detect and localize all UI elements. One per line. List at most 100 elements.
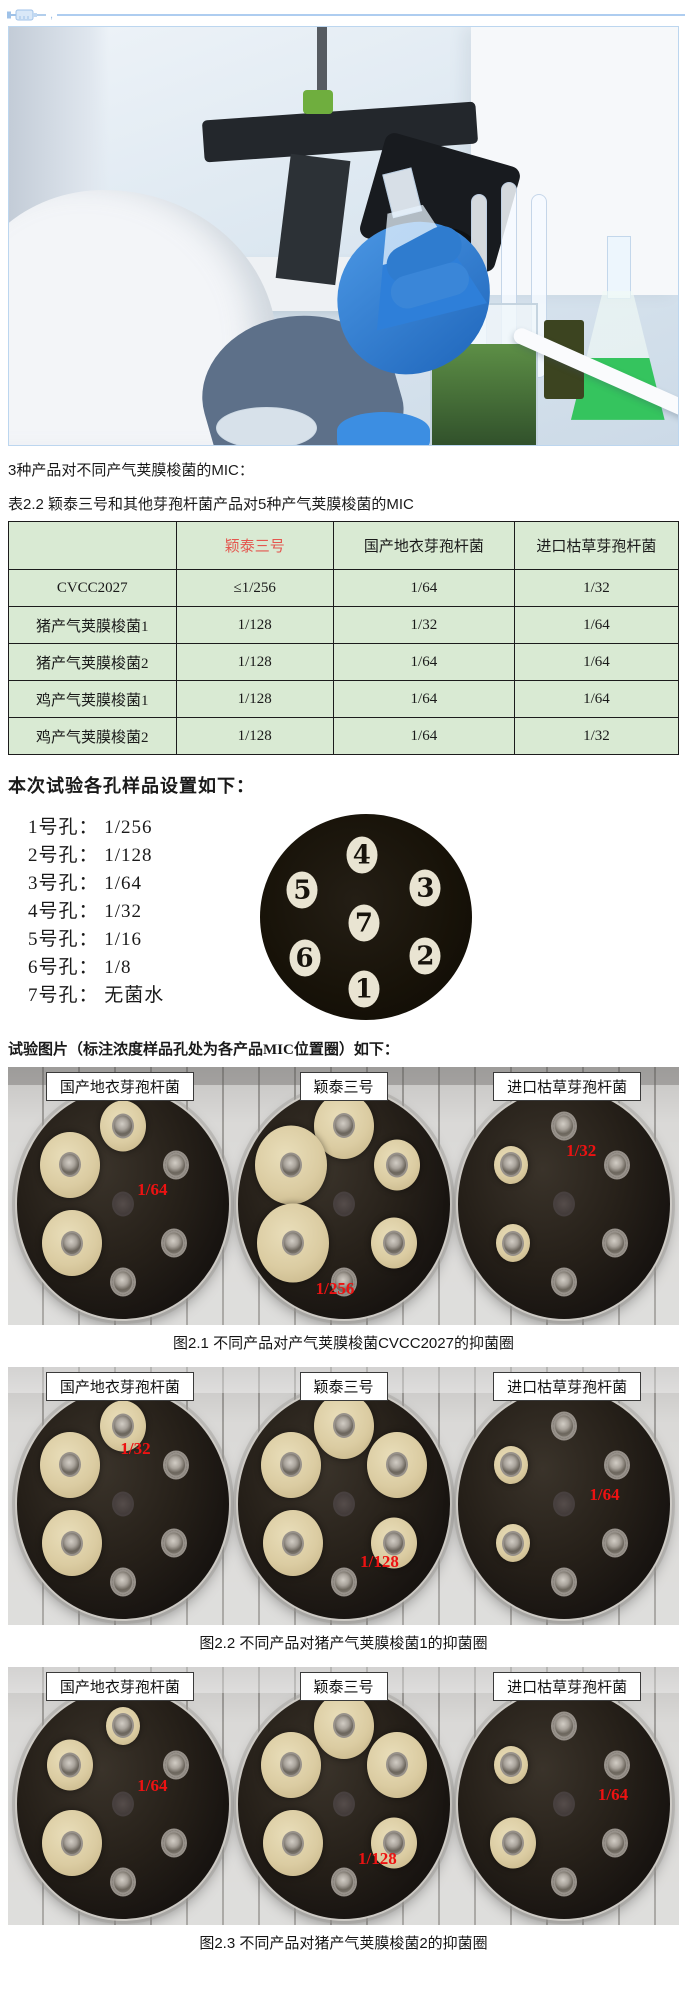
label-cell: 国产地衣芽孢杆菌	[8, 1072, 232, 1101]
label-cell: 国产地衣芽孢杆菌	[8, 1372, 232, 1401]
well-cap	[111, 1869, 134, 1895]
mic-value-cell: 1/64	[513, 680, 680, 718]
mic-value-cell: 1/64	[332, 569, 515, 607]
table-row: 猪产气荚膜梭菌1 1/128 1/32 1/64	[8, 606, 680, 644]
well-h5-zone	[260, 1431, 321, 1498]
figure-2-1: 1/64 1/256 1/32 国产地衣芽孢杆菌 颖泰三号 进口枯草芽孢杆菌 图2.1 不同…	[8, 1067, 679, 1353]
glass-bowl	[216, 407, 317, 445]
well-cap	[500, 1752, 523, 1778]
well-hole-7: 7	[348, 904, 380, 942]
well-hole-4: 4	[346, 836, 378, 874]
well-cap	[162, 1230, 185, 1256]
well-cap	[162, 1530, 185, 1556]
well-hole-2: 2	[409, 937, 441, 975]
well-cap	[281, 1530, 304, 1556]
well-cap	[111, 1191, 134, 1217]
mic-table: 颖泰三号 国产地衣芽孢杆菌 进口枯草芽孢杆菌 CVCC2027 ≤1/256 1/6…	[8, 521, 680, 755]
well-cap	[111, 1413, 134, 1439]
well-h6-zone	[496, 1224, 531, 1263]
table-row: 鸡产气荚膜梭菌2 1/128 1/64 1/32	[8, 717, 680, 755]
well-cap	[111, 1269, 134, 1295]
mic-annotation: 1/64	[589, 1484, 620, 1504]
dish-label-box: 进口枯草芽孢杆菌	[493, 1372, 642, 1401]
well-h6-zone	[41, 1810, 102, 1877]
petri-dish: 1/32	[16, 1389, 229, 1619]
mic-annotation: 1/128	[358, 1849, 397, 1869]
well-cap	[332, 1269, 355, 1295]
well-h7-faint	[111, 1491, 135, 1518]
well-cap	[332, 1869, 355, 1895]
well-cap	[162, 1830, 185, 1856]
well-h2-zone	[371, 1217, 418, 1269]
table-row: CVCC2027 ≤1/256 1/64 1/32	[8, 569, 680, 607]
hole-list-item: 2号孔： 1/128	[28, 845, 153, 866]
top-divider: ,	[0, 0, 687, 26]
syringe-icon	[7, 9, 46, 21]
label-cell: 进口枯草芽孢杆菌	[455, 1072, 679, 1101]
well-cap	[606, 1752, 629, 1778]
well-cap	[111, 1491, 134, 1517]
well-cap	[58, 1452, 81, 1478]
well-h3-cap	[162, 1450, 189, 1480]
well-h7-faint	[332, 1491, 356, 1518]
row-strain-name: 猪产气荚膜梭菌1	[8, 606, 177, 644]
dishes-row: 1/32 1/128 1/64	[8, 1389, 679, 1619]
well-h2-cap	[160, 1228, 187, 1258]
well-h5-zone	[494, 1445, 529, 1484]
figure-2-3: 1/64 1/128 1/64 国产地衣芽孢杆菌 颖泰三号 进口枯草芽孢杆菌 图2.3 不同…	[8, 1667, 679, 1953]
well-cap	[281, 1230, 304, 1256]
well-h2-cap	[602, 1828, 629, 1858]
well-cap	[606, 1452, 629, 1478]
well-hole-5: 5	[286, 871, 318, 909]
dishes-row: 1/64 1/256 1/32	[8, 1089, 679, 1319]
well-cap	[383, 1830, 406, 1856]
well-cap	[385, 1452, 408, 1478]
well-h4-cap	[551, 1111, 578, 1141]
dish-label-box: 国产地衣芽孢杆菌	[45, 1372, 194, 1401]
well-h1-cap	[109, 1267, 136, 1297]
well-h3-cap	[604, 1450, 631, 1480]
mic-annotation: 1/256	[315, 1279, 355, 1299]
well-cap	[502, 1530, 525, 1556]
figures-container: 1/64 1/256 1/32 国产地衣芽孢杆菌 颖泰三号 进口枯草芽孢杆菌 图2.1 不同…	[0, 1067, 687, 1953]
well-h3-zone	[366, 1431, 427, 1498]
well-cap	[553, 1491, 576, 1517]
well-cap	[279, 1752, 302, 1778]
well-cap	[553, 1269, 576, 1295]
mic-value-cell: 1/128	[175, 717, 334, 755]
well-cap	[60, 1530, 83, 1556]
mic-value-cell: 1/32	[513, 569, 680, 607]
mic-value-cell: 1/64	[332, 643, 515, 681]
well-cap	[281, 1830, 304, 1856]
well-h1-cap	[330, 1267, 357, 1297]
well-h3-zone	[366, 1731, 427, 1798]
well-h7-faint	[111, 1191, 135, 1218]
well-h4-cap	[551, 1711, 578, 1741]
well-h1-cap	[330, 1867, 357, 1897]
well-cap	[279, 1452, 302, 1478]
well-cap	[604, 1230, 627, 1256]
well-h3-cap	[162, 1150, 189, 1180]
well-h1-cap	[551, 1867, 578, 1897]
mic-annotation: 1/32	[120, 1438, 151, 1458]
well-h4-zone	[313, 1392, 374, 1459]
well-h5-zone	[46, 1739, 93, 1791]
well-cap	[60, 1230, 83, 1256]
well-h7-faint	[552, 1491, 576, 1518]
well-h3-cap	[604, 1750, 631, 1780]
bench-photo: 1/64 1/256 1/32 国产地衣芽孢杆菌 颖泰三号 进口枯草芽孢杆菌	[8, 1067, 679, 1325]
well-cap	[553, 1791, 576, 1817]
bench-photo: 1/64 1/128 1/64 国产地衣芽孢杆菌 颖泰三号 进口枯草芽孢杆菌	[8, 1667, 679, 1925]
mic-value-cell: 1/64	[513, 606, 680, 644]
labels-row: 国产地衣芽孢杆菌 颖泰三号 进口枯草芽孢杆菌	[8, 1072, 679, 1101]
well-h5-zone	[260, 1731, 321, 1798]
well-h2-cap	[602, 1228, 629, 1258]
table-row: 猪产气荚膜梭菌2 1/128 1/64 1/64	[8, 643, 680, 681]
well-cap	[500, 1152, 523, 1178]
well-h7-faint	[552, 1791, 576, 1818]
dish-label-box: 进口枯草芽孢杆菌	[493, 1672, 642, 1701]
mic-intro-text: 3种产品对不同产气荚膜梭菌的MIC：	[8, 462, 254, 479]
hole-list-item: 1号孔： 1/256	[28, 817, 153, 838]
label-cell: 国产地衣芽孢杆菌	[8, 1672, 232, 1701]
dish-label-box: 进口枯草芽孢杆菌	[493, 1072, 642, 1101]
